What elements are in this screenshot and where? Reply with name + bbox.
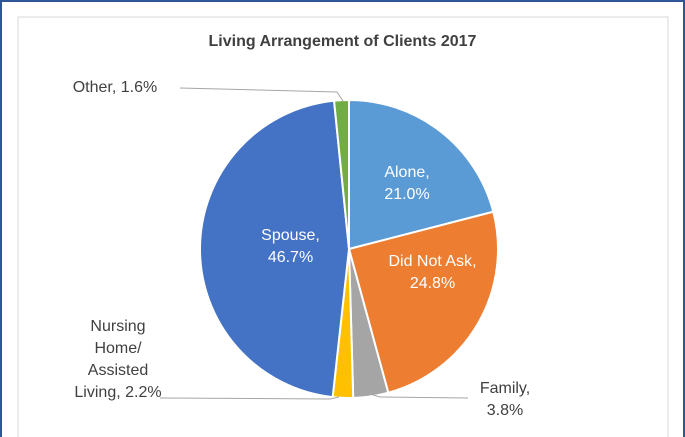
leader-line bbox=[179, 87, 344, 102]
chart-title: Living Arrangement of Clients 2017 bbox=[208, 33, 477, 50]
category-label: Did Not Ask bbox=[388, 253, 476, 270]
data-label: Other 1.6% bbox=[40, 77, 190, 99]
data-label: Family 3.8% bbox=[455, 378, 555, 422]
category-label: Spouse bbox=[261, 227, 320, 244]
value-label: 21.0% bbox=[384, 186, 430, 203]
category-label: Family bbox=[480, 380, 530, 397]
value-label: 1.6% bbox=[120, 79, 158, 96]
category-label: Alone bbox=[384, 164, 429, 181]
pie-slice bbox=[199, 99, 351, 399]
value-label: 24.8% bbox=[409, 275, 456, 292]
value-label: 3.8% bbox=[486, 402, 524, 419]
data-label: Alone 21.0% bbox=[362, 162, 452, 206]
leader-line bbox=[159, 396, 340, 400]
data-label: Spouse 46.7% bbox=[238, 225, 343, 269]
leader-line bbox=[369, 393, 469, 399]
value-label: 46.7% bbox=[267, 249, 314, 266]
data-label: Nursing Home/ Assisted Living 2.2% bbox=[68, 316, 168, 404]
data-label: Did Not Ask 24.8% bbox=[375, 251, 490, 295]
pie bbox=[199, 98, 499, 399]
pie-slice bbox=[348, 98, 495, 251]
pie-slice bbox=[332, 98, 350, 250]
pie-slice bbox=[347, 210, 499, 394]
value-label: 2.2% bbox=[125, 384, 162, 401]
category-label: Other bbox=[73, 79, 117, 96]
